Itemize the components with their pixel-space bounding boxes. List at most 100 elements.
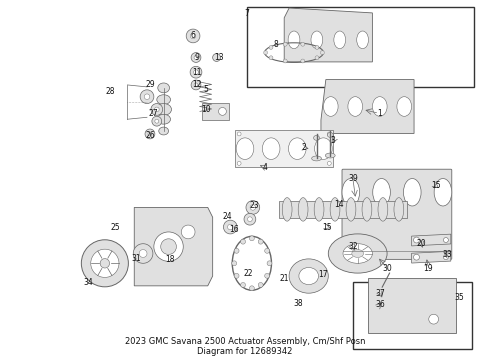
- Ellipse shape: [258, 283, 263, 287]
- Ellipse shape: [327, 161, 331, 165]
- Ellipse shape: [348, 97, 363, 116]
- Ellipse shape: [250, 205, 256, 210]
- Ellipse shape: [443, 238, 448, 243]
- Ellipse shape: [158, 83, 170, 93]
- Ellipse shape: [241, 239, 245, 244]
- Ellipse shape: [236, 138, 254, 159]
- Ellipse shape: [357, 31, 368, 49]
- Ellipse shape: [262, 138, 280, 159]
- Ellipse shape: [327, 132, 331, 136]
- Ellipse shape: [429, 314, 439, 324]
- Polygon shape: [412, 234, 451, 246]
- Ellipse shape: [264, 51, 268, 55]
- Ellipse shape: [330, 198, 340, 221]
- Ellipse shape: [241, 283, 245, 287]
- Ellipse shape: [159, 127, 169, 135]
- Ellipse shape: [315, 56, 319, 60]
- Ellipse shape: [139, 249, 147, 257]
- Bar: [353, 282, 472, 348]
- Text: 24: 24: [222, 212, 232, 221]
- Bar: [279, 201, 407, 218]
- Ellipse shape: [314, 135, 319, 140]
- Ellipse shape: [414, 254, 419, 260]
- Ellipse shape: [223, 220, 237, 234]
- Ellipse shape: [151, 104, 163, 115]
- Ellipse shape: [346, 198, 356, 221]
- Text: 17: 17: [318, 270, 328, 279]
- Ellipse shape: [219, 108, 226, 115]
- Ellipse shape: [397, 97, 412, 116]
- Text: 7: 7: [245, 9, 249, 18]
- Text: 16: 16: [229, 225, 239, 234]
- Text: 34: 34: [83, 278, 93, 287]
- Ellipse shape: [156, 104, 171, 115]
- Ellipse shape: [152, 116, 162, 126]
- Text: 9: 9: [195, 53, 199, 62]
- Ellipse shape: [154, 232, 183, 261]
- Ellipse shape: [312, 156, 321, 161]
- Text: 2023 GMC Savana 2500 Actuator Assembly, Cm/Shf Posn
Diagram for 12689342: 2023 GMC Savana 2500 Actuator Assembly, …: [125, 337, 365, 356]
- Text: 37: 37: [375, 289, 385, 298]
- Ellipse shape: [246, 201, 260, 214]
- Ellipse shape: [288, 31, 300, 49]
- Ellipse shape: [157, 114, 171, 124]
- Ellipse shape: [190, 33, 196, 39]
- Text: 4: 4: [262, 163, 267, 172]
- Text: 39: 39: [348, 174, 358, 183]
- Ellipse shape: [362, 198, 372, 221]
- Text: 3: 3: [331, 136, 336, 145]
- Text: 32: 32: [348, 242, 358, 251]
- Polygon shape: [134, 207, 213, 286]
- Text: 5: 5: [203, 85, 208, 94]
- Ellipse shape: [154, 107, 159, 112]
- Ellipse shape: [148, 132, 152, 136]
- Ellipse shape: [191, 80, 201, 90]
- Ellipse shape: [328, 234, 387, 273]
- Ellipse shape: [232, 261, 237, 266]
- Text: 14: 14: [334, 200, 344, 209]
- Text: 8: 8: [273, 40, 278, 49]
- Text: 31: 31: [131, 254, 141, 263]
- Ellipse shape: [265, 273, 270, 278]
- Ellipse shape: [267, 261, 272, 266]
- Ellipse shape: [249, 236, 254, 241]
- Ellipse shape: [269, 56, 273, 60]
- Ellipse shape: [301, 59, 305, 63]
- Ellipse shape: [213, 54, 220, 62]
- Ellipse shape: [234, 248, 239, 253]
- Ellipse shape: [269, 45, 273, 49]
- Text: 15: 15: [322, 222, 332, 231]
- Text: 12: 12: [192, 80, 202, 89]
- Ellipse shape: [157, 95, 171, 104]
- Text: 30: 30: [382, 264, 392, 273]
- Polygon shape: [321, 80, 414, 134]
- Ellipse shape: [298, 198, 308, 221]
- Bar: [235, 130, 333, 167]
- Ellipse shape: [327, 132, 333, 138]
- Ellipse shape: [289, 138, 306, 159]
- Ellipse shape: [343, 244, 372, 263]
- Ellipse shape: [161, 239, 176, 255]
- Ellipse shape: [244, 213, 256, 225]
- Ellipse shape: [434, 179, 452, 206]
- Ellipse shape: [311, 31, 323, 49]
- Bar: [247, 6, 474, 87]
- Text: 22: 22: [243, 269, 253, 278]
- Ellipse shape: [443, 255, 448, 260]
- Text: 15: 15: [431, 181, 441, 190]
- Text: 19: 19: [423, 264, 433, 273]
- Text: 33: 33: [442, 250, 452, 259]
- Ellipse shape: [191, 53, 201, 62]
- Ellipse shape: [194, 83, 198, 87]
- Ellipse shape: [186, 29, 200, 43]
- Ellipse shape: [325, 153, 335, 158]
- Ellipse shape: [247, 217, 252, 221]
- Text: 27: 27: [148, 109, 158, 118]
- Ellipse shape: [133, 244, 153, 263]
- Ellipse shape: [394, 198, 404, 221]
- Ellipse shape: [234, 273, 239, 278]
- Text: 28: 28: [105, 87, 115, 96]
- Ellipse shape: [342, 179, 360, 206]
- Ellipse shape: [265, 248, 270, 253]
- Ellipse shape: [237, 161, 241, 165]
